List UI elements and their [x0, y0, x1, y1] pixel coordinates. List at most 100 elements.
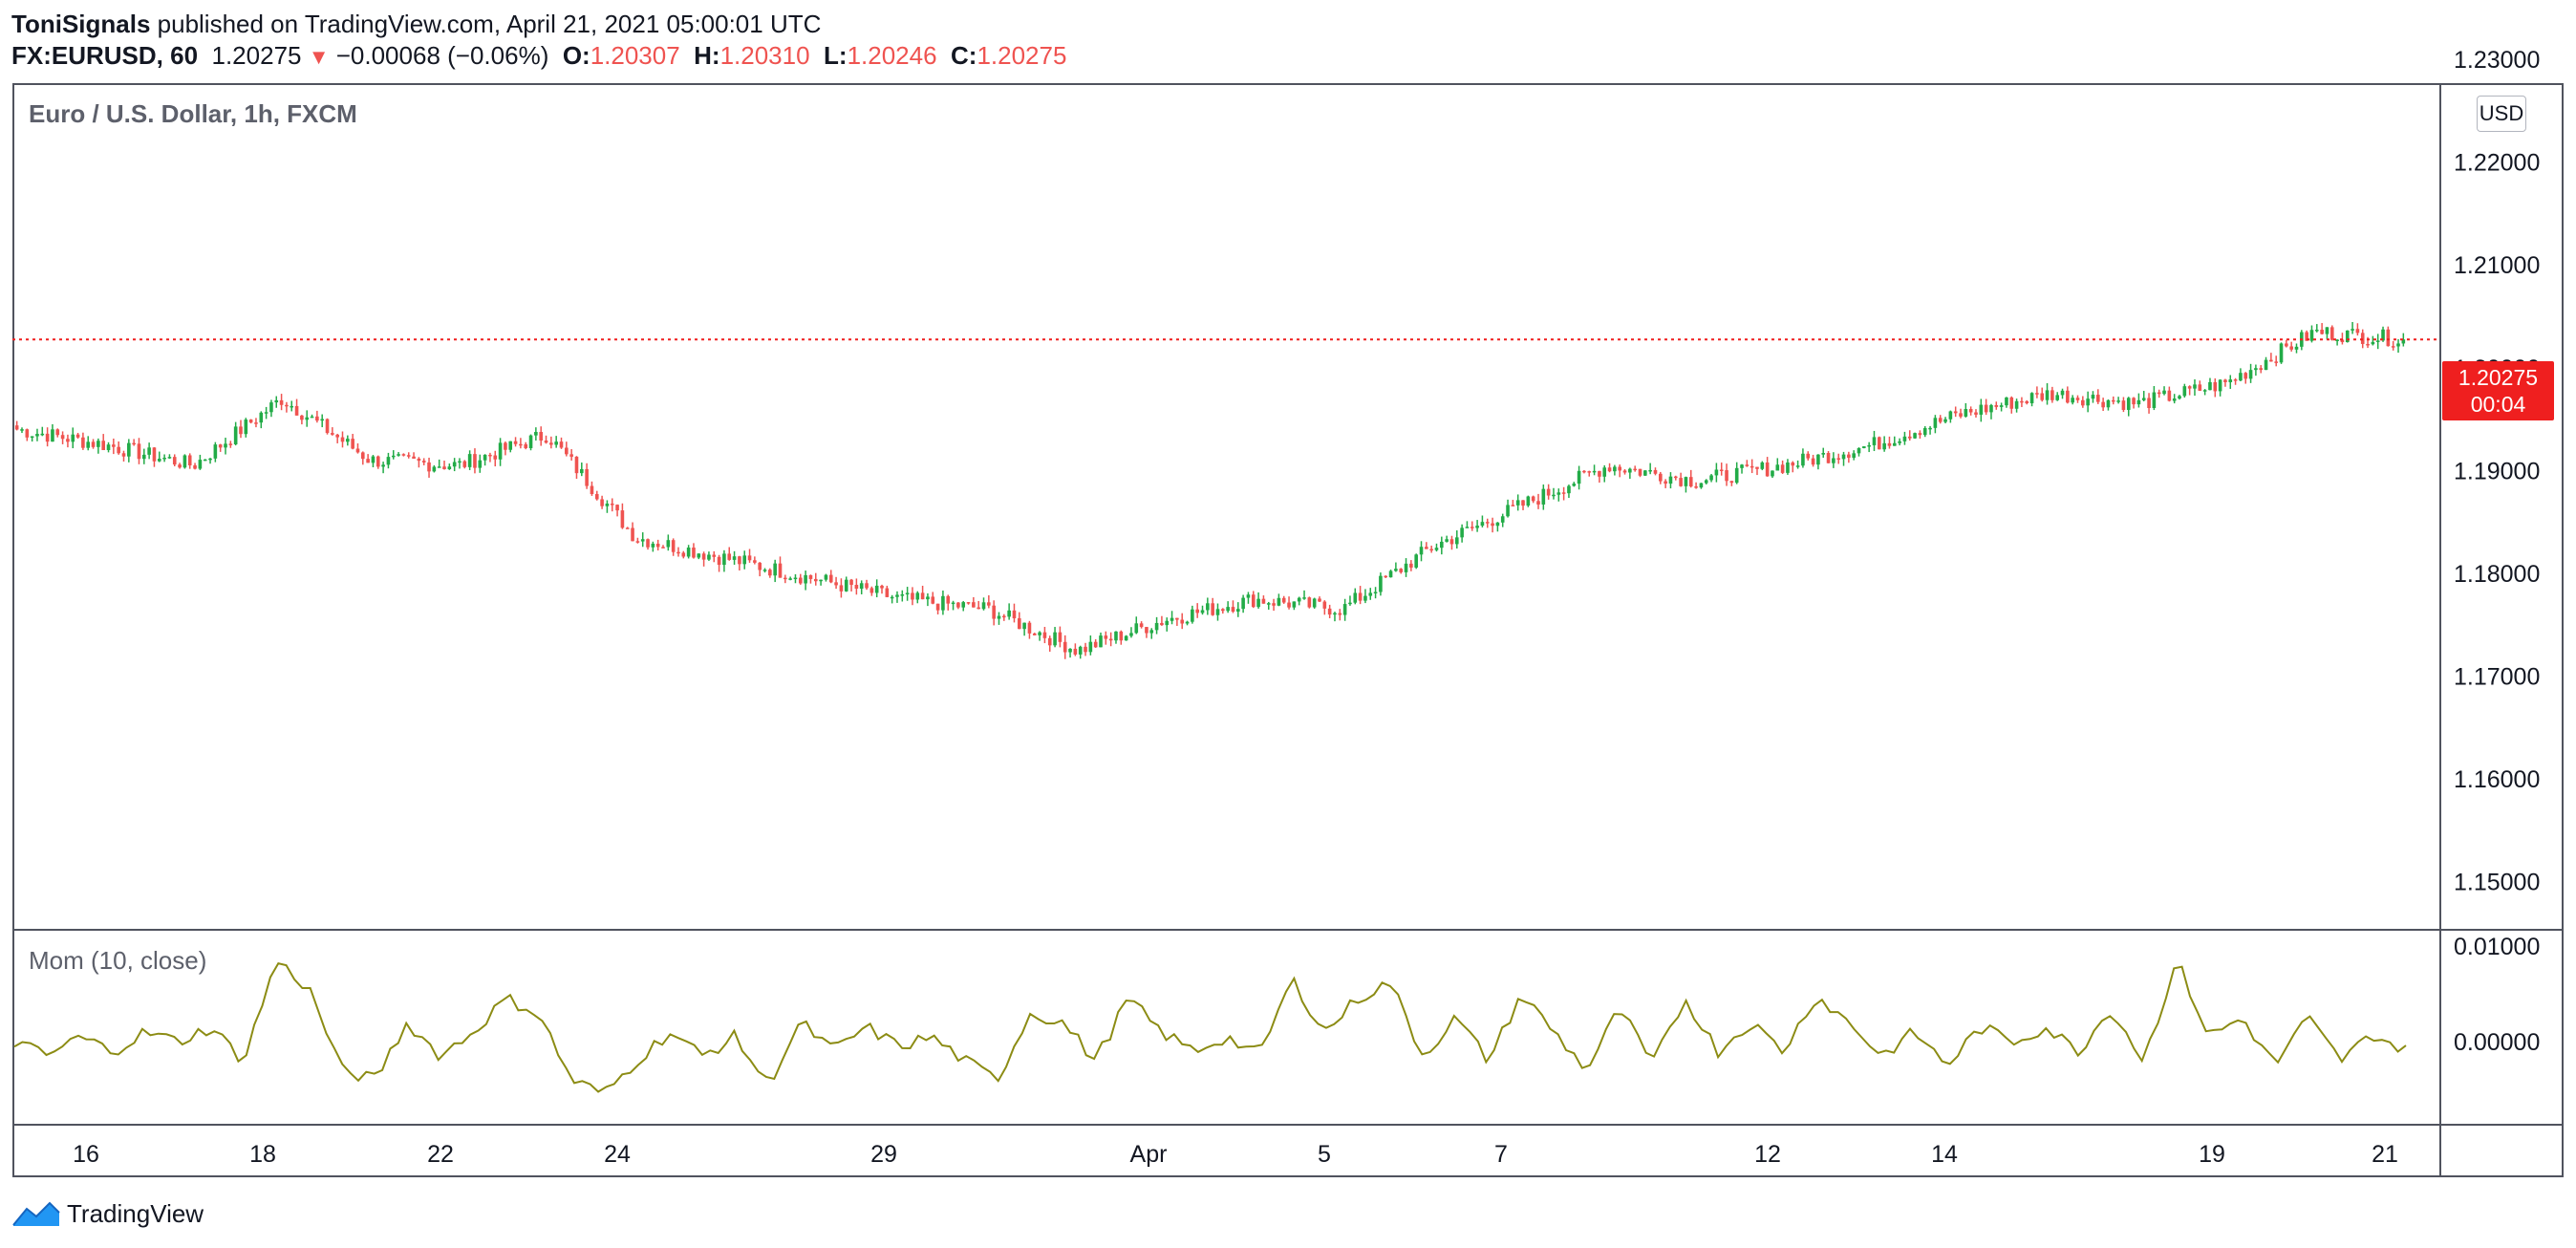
candle-body — [397, 454, 400, 456]
candle-body — [1556, 492, 1561, 495]
candle-body — [178, 464, 182, 468]
candle-body — [1449, 539, 1454, 545]
candle-body — [442, 466, 446, 469]
candle-body — [1500, 516, 1505, 523]
candle-body — [1434, 548, 1439, 550]
candle-body — [981, 602, 986, 610]
candle-body — [2136, 399, 2141, 405]
candle-body — [539, 432, 543, 441]
candle-body — [1598, 470, 1601, 477]
candle-body — [1292, 601, 1297, 608]
candle-body — [1226, 607, 1230, 612]
candle-body — [2091, 395, 2095, 399]
candle-body — [701, 553, 706, 560]
candle-body — [1613, 466, 1617, 472]
candle-body — [2228, 379, 2233, 382]
candle-body — [1195, 609, 1199, 613]
candle-body — [854, 584, 859, 590]
candle-body — [549, 442, 553, 445]
currency-button[interactable]: USD — [2477, 96, 2526, 132]
candle-body — [655, 543, 660, 548]
candle-body — [1847, 454, 1851, 459]
candle-body — [1093, 641, 1098, 648]
candle-body — [264, 412, 268, 414]
candle-body — [1755, 466, 1759, 469]
candle-body — [961, 602, 966, 608]
last-price: 1.20275 — [211, 41, 302, 70]
candle-body — [35, 434, 39, 437]
candle-body — [228, 443, 233, 445]
candle-body — [773, 563, 777, 576]
candle-body — [686, 548, 691, 557]
candle-body — [753, 560, 757, 563]
candle-body — [2126, 398, 2131, 410]
candle-body — [1084, 646, 1087, 653]
candle-body — [1409, 563, 1413, 568]
candle-body — [2106, 399, 2111, 408]
candle-body — [1475, 526, 1479, 528]
candle-body — [1251, 594, 1256, 608]
candle-body — [233, 426, 238, 444]
candle-body — [198, 460, 203, 469]
candle-body — [2239, 373, 2243, 381]
candle-body — [1235, 609, 1240, 613]
candle-body — [1688, 477, 1693, 487]
candle-body — [1145, 627, 1148, 634]
candle-body — [86, 441, 91, 448]
time-tick-label: Apr — [1130, 1141, 1168, 1168]
candle-body — [946, 595, 951, 604]
price-axis[interactable]: 1.220001.210001.200001.190001.180001.170… — [2454, 47, 2540, 895]
tradingview-brand[interactable]: TradingView — [11, 1196, 204, 1231]
candle-body — [1231, 607, 1235, 613]
candle-body — [2172, 398, 2177, 401]
candle-body — [732, 556, 737, 560]
candle-body — [406, 455, 411, 457]
candle-body — [890, 596, 894, 599]
candle-body — [340, 437, 345, 442]
candle-body — [40, 433, 45, 436]
candle-body — [493, 455, 498, 460]
candle-body — [508, 441, 513, 450]
candle-body — [2335, 339, 2339, 341]
candle-body — [2274, 361, 2278, 363]
candle-body — [620, 510, 625, 528]
candle-body — [2218, 379, 2222, 392]
candle-body — [1017, 618, 1021, 630]
candle-body — [554, 441, 558, 445]
candle-body — [651, 543, 655, 548]
candle-body — [574, 456, 579, 474]
candle-body — [1063, 641, 1067, 653]
candle-body — [1047, 637, 1052, 646]
candle-body — [2401, 339, 2406, 344]
candle-body — [1786, 462, 1790, 473]
candle-body — [1241, 597, 1245, 610]
candle-body — [290, 405, 294, 408]
candle-body — [1165, 620, 1170, 626]
candle-body — [1256, 598, 1260, 608]
candle-body — [488, 454, 492, 457]
candle-body — [2152, 392, 2157, 408]
candle-body — [1902, 436, 1907, 441]
candle-body — [1765, 462, 1770, 477]
candle-body — [849, 579, 853, 585]
candle-body — [2014, 400, 2019, 409]
candle-body — [51, 429, 54, 442]
momentum-series — [13, 961, 2407, 1093]
price-tick-label: 1.23000 — [2454, 47, 2540, 74]
candle-body — [2351, 329, 2354, 331]
candle-body — [1022, 622, 1026, 630]
time-axis[interactable]: 16 18 22 24 29 Apr 5 7 12 14 19 21 — [73, 1141, 2398, 1168]
candle-body — [2060, 390, 2065, 396]
candle-body — [590, 485, 594, 495]
candle-body — [432, 466, 437, 472]
candle-body — [462, 461, 467, 467]
author-name[interactable]: ToniSignals — [11, 10, 151, 38]
candle-body — [172, 457, 177, 465]
candle-body — [401, 454, 406, 456]
candle-body — [2213, 381, 2218, 392]
candle-body — [931, 596, 935, 604]
candle-body — [1429, 549, 1433, 551]
candle-body — [447, 466, 452, 469]
candle-body — [519, 443, 523, 446]
